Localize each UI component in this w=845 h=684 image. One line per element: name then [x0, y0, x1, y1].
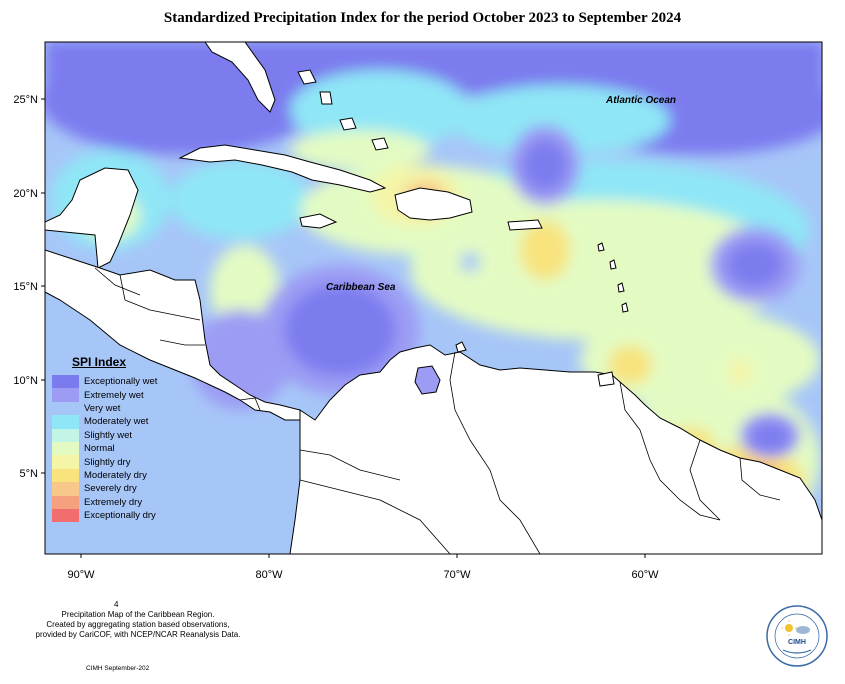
map-title: Standardized Precipitation Index for the… — [163, 10, 682, 26]
legend-label: Slightly wet — [84, 429, 133, 441]
legend-swatch — [52, 401, 79, 416]
legend-label: Extremely dry — [84, 496, 143, 508]
atlantic-ocean-label: Atlantic Ocean — [605, 95, 676, 106]
footer-stray-mark: 4 — [114, 600, 119, 609]
legend-item: Extremely dry — [52, 495, 174, 509]
legend-swatch — [52, 468, 79, 483]
legend-label: Exceptionally dry — [84, 510, 156, 522]
legend-label: Normal — [84, 443, 115, 455]
lon-tick-label: 80°W — [255, 569, 283, 581]
legend-item: Moderately wet — [52, 415, 174, 429]
legend-swatch — [52, 508, 79, 523]
spi-field — [45, 42, 822, 554]
lon-tick-label: 60°W — [631, 569, 659, 581]
legend-swatch — [52, 482, 79, 496]
legend-swatch — [52, 388, 79, 402]
cloud-icon — [796, 626, 810, 634]
legend-item: Extremely wet — [52, 388, 174, 402]
map-frame — [44, 41, 823, 555]
sun-icon — [785, 624, 793, 632]
legend-item: Slightly wet — [52, 428, 174, 442]
footer-notes: 4 Precipitation Map of the Caribbean Reg… — [18, 600, 258, 672]
latitude-axis: 25°N 20°N 15°N 10°N 5°N — [13, 94, 45, 480]
legend-label: Extremely wet — [84, 389, 144, 401]
legend-label: Severely dry — [84, 483, 137, 495]
caribbean-sea-label: Caribbean Sea — [326, 282, 396, 293]
spi-legend: SPI Index Exceptionally wet Extremely wet… — [52, 355, 174, 523]
legend-title: SPI Index — [72, 355, 127, 369]
lat-tick-label: 5°N — [20, 468, 39, 480]
footer-line-1: Precipitation Map of the Caribbean Regio… — [61, 610, 215, 619]
lat-tick-label: 20°N — [13, 188, 38, 200]
cimh-logo: CIMH — [766, 605, 828, 667]
country-borders — [94, 267, 781, 554]
logo-text: CIMH — [788, 639, 806, 646]
legend-swatch — [52, 375, 79, 389]
footer-line-3: provided by CariCOF, with NCEP/NCAR Rean… — [35, 630, 241, 639]
legend-label: Slightly dry — [84, 456, 131, 468]
lon-tick-label: 90°W — [67, 569, 95, 581]
legend-swatch — [52, 455, 79, 469]
legend-swatch — [52, 428, 79, 442]
legend-swatch — [52, 441, 79, 456]
legend-label: Moderately wet — [84, 416, 149, 428]
legend-item: Slightly dry — [52, 455, 174, 469]
lat-tick-label: 25°N — [13, 94, 38, 106]
legend-item: Moderately dry — [52, 468, 174, 483]
legend-label: Very wet — [84, 402, 121, 414]
legend-item: Normal — [52, 441, 174, 456]
legend-label: Exceptionally wet — [84, 376, 158, 388]
lon-tick-label: 70°W — [443, 569, 471, 581]
legend-label: Moderately dry — [84, 469, 147, 481]
legend-item: Exceptionally dry — [52, 508, 174, 523]
legend-item: Very wet — [52, 401, 174, 416]
longitude-axis: 90°W 80°W 70°W 60°W — [67, 554, 659, 581]
footer-credit: CIMH September-202 — [86, 665, 150, 672]
legend-item: Exceptionally wet — [52, 375, 174, 389]
legend-rows: Exceptionally wet Extremely wet Very wet Mo… — [52, 375, 174, 523]
legend-swatch — [52, 415, 79, 429]
lat-tick-label: 10°N — [13, 375, 38, 387]
footer-line-2: Created by aggregating station based obs… — [46, 620, 230, 629]
land-masses — [45, 42, 822, 554]
lat-tick-label: 15°N — [13, 281, 38, 293]
legend-swatch — [52, 495, 79, 509]
legend-item: Severely dry — [52, 482, 174, 496]
